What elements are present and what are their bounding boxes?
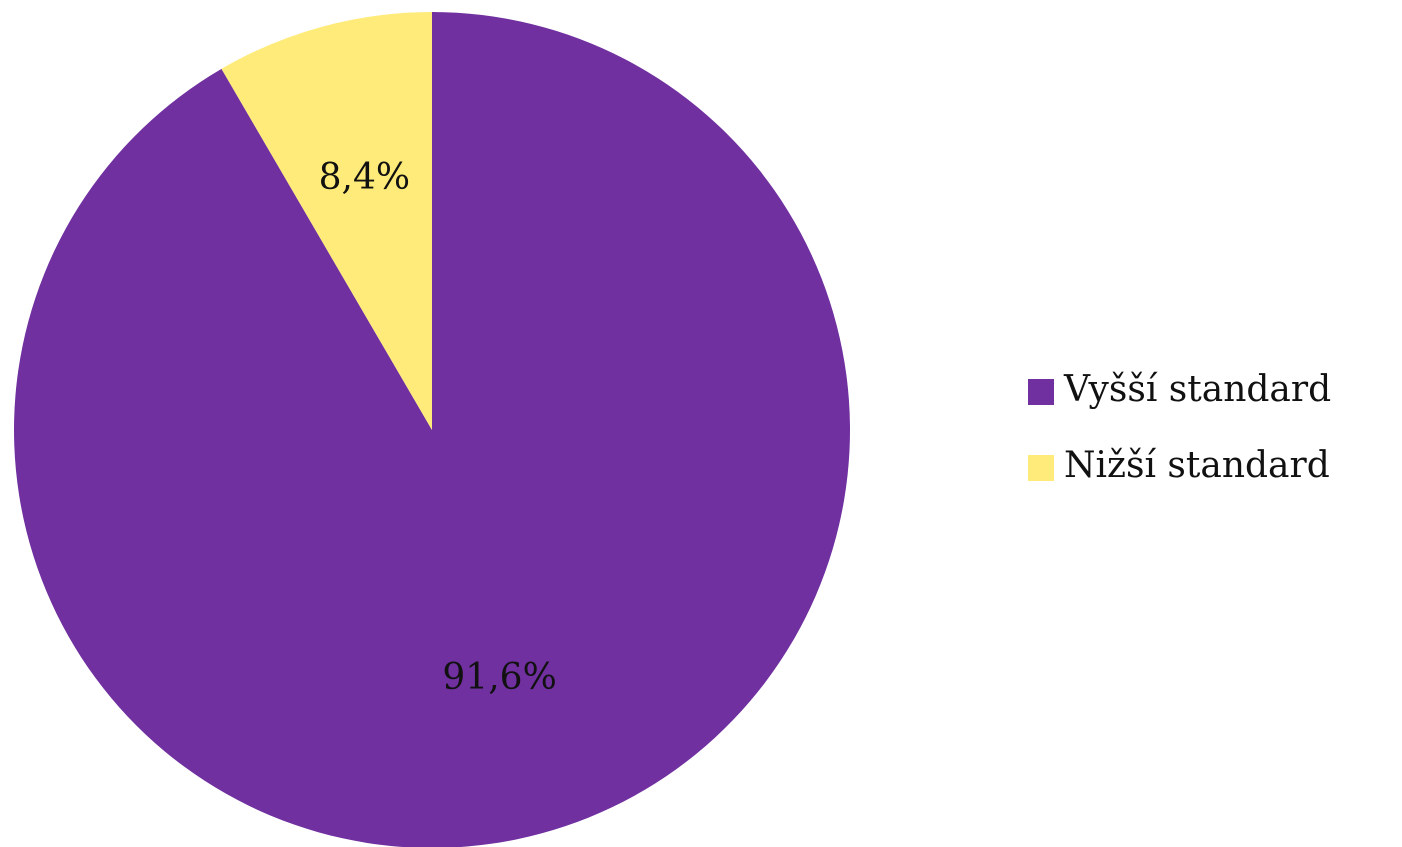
legend-label-2: Nižší standard <box>1064 445 1330 486</box>
slice-value-label-2: 8,4% <box>319 157 410 198</box>
pie-slice-2 <box>221 11 432 430</box>
pie-slice-1 <box>14 12 850 847</box>
legend: Vyšší standard Nižší standard <box>1028 369 1331 486</box>
slice-value-label-1: 91,6% <box>442 657 556 698</box>
legend-label-1: Vyšší standard <box>1063 369 1331 410</box>
pie-slice-labels: 91,6% 8,4% <box>319 157 557 698</box>
legend-swatch-2 <box>1028 455 1054 481</box>
pie-slices <box>14 11 850 847</box>
legend-swatch-1 <box>1028 379 1054 405</box>
